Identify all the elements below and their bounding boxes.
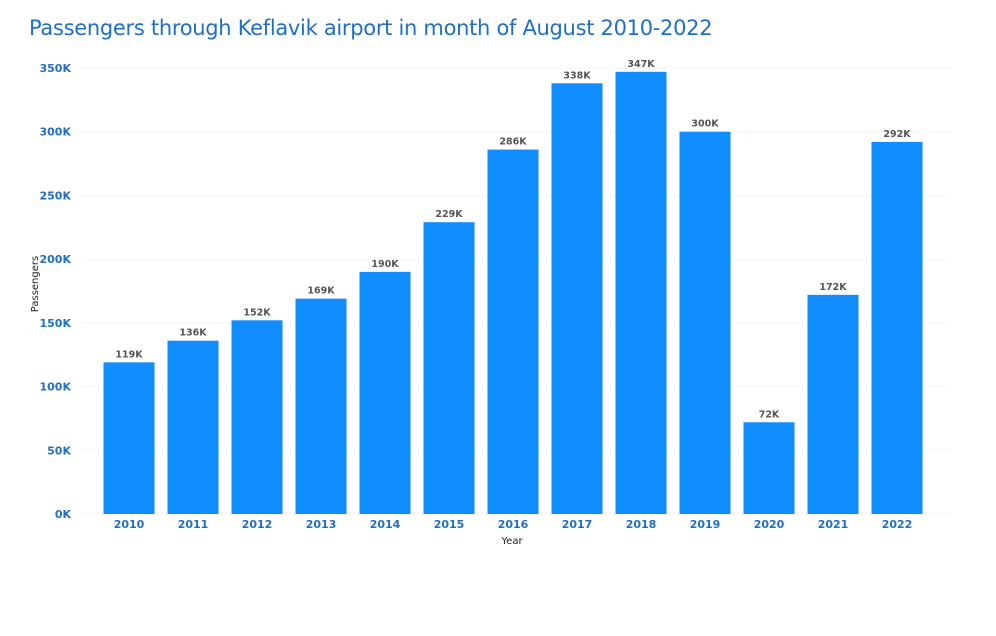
bars bbox=[103, 71, 923, 514]
y-tick-label: 150K bbox=[40, 317, 72, 330]
bar-2011 bbox=[167, 340, 219, 514]
bar-2013 bbox=[295, 298, 347, 514]
y-axis-title: Passengers bbox=[30, 256, 41, 312]
bar-2017 bbox=[551, 83, 603, 514]
data-label-2013: 169K bbox=[307, 286, 335, 297]
data-label-2014: 190K bbox=[371, 259, 399, 270]
y-tick-label: 0K bbox=[55, 508, 72, 521]
data-label-2018: 347K bbox=[627, 59, 655, 70]
chart-title: Passengers through Keflavik airport in m… bbox=[29, 16, 713, 40]
data-label-2011: 136K bbox=[179, 328, 207, 339]
bar-2015 bbox=[423, 222, 475, 514]
x-tick-label-2020: 2020 bbox=[754, 518, 785, 531]
data-labels: 119K 136K 152K 169K 190K 229K 286K 338K 347K 300K… bbox=[115, 59, 911, 420]
data-label-2016: 286K bbox=[499, 137, 527, 148]
x-tick-label-2022: 2022 bbox=[882, 518, 913, 531]
data-label-2020: 72K bbox=[759, 409, 780, 420]
y-axis-ticks: 0K 50K 100K 150K 200K 250K 300K 350K bbox=[40, 62, 72, 521]
bar-2014 bbox=[359, 271, 411, 514]
x-tick-label-2011: 2011 bbox=[178, 518, 209, 531]
data-label-2015: 229K bbox=[435, 209, 463, 220]
x-tick-label-2015: 2015 bbox=[434, 518, 465, 531]
x-tick-label-2019: 2019 bbox=[690, 518, 721, 531]
bar-2020 bbox=[743, 422, 795, 514]
data-label-2012: 152K bbox=[243, 307, 271, 318]
gridlines bbox=[82, 67, 950, 515]
x-tick-label-2018: 2018 bbox=[626, 518, 657, 531]
y-tick-label: 300K bbox=[40, 126, 72, 139]
x-tick-label-2012: 2012 bbox=[242, 518, 273, 531]
data-label-2021: 172K bbox=[819, 282, 847, 293]
data-label-2017: 338K bbox=[563, 70, 591, 81]
y-tick-label: 350K bbox=[40, 62, 72, 75]
x-tick-label-2017: 2017 bbox=[562, 518, 593, 531]
bar-2019 bbox=[679, 131, 731, 514]
x-axis-ticks: 2010 2011 2012 2013 2014 2015 2016 2017 2018 2019… bbox=[114, 518, 913, 531]
y-tick-label: 250K bbox=[40, 189, 72, 202]
bar-2018 bbox=[615, 71, 667, 514]
y-tick-label: 100K bbox=[40, 381, 72, 394]
bar-2010 bbox=[103, 362, 155, 514]
bar-2016 bbox=[487, 149, 539, 514]
data-label-2022: 292K bbox=[883, 129, 911, 140]
x-tick-label-2014: 2014 bbox=[370, 518, 401, 531]
y-tick-label: 200K bbox=[40, 253, 72, 266]
y-tick-label: 50K bbox=[47, 444, 71, 457]
x-tick-label-2016: 2016 bbox=[498, 518, 529, 531]
bar-2012 bbox=[231, 320, 283, 514]
data-label-2019: 300K bbox=[691, 119, 719, 130]
bar-2021 bbox=[807, 294, 859, 514]
x-tick-label-2013: 2013 bbox=[306, 518, 337, 531]
x-axis-title: Year bbox=[500, 536, 523, 547]
x-tick-label-2021: 2021 bbox=[818, 518, 849, 531]
x-tick-label-2010: 2010 bbox=[114, 518, 145, 531]
data-label-2010: 119K bbox=[115, 349, 143, 360]
bar-2022 bbox=[871, 141, 923, 514]
